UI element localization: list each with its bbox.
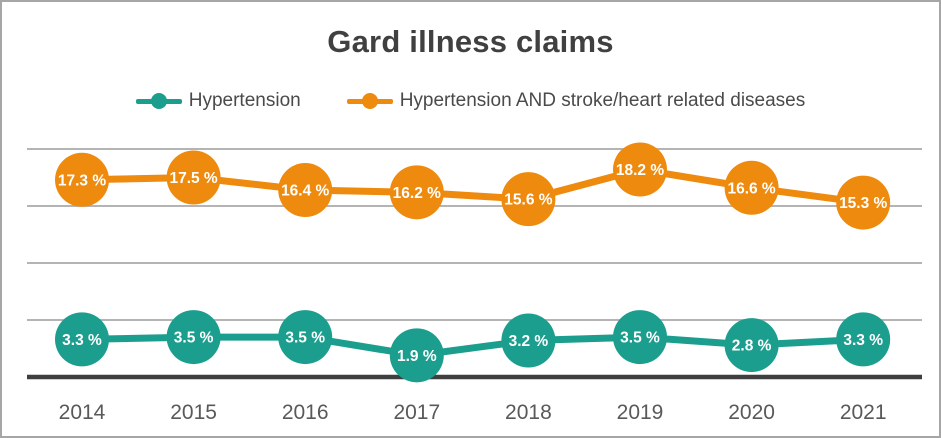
data-point-marker[interactable] bbox=[55, 152, 109, 207]
data-point-marker[interactable] bbox=[501, 313, 556, 368]
data-point-marker[interactable] bbox=[278, 310, 333, 365]
legend-label: Hypertension AND stroke/heart related di… bbox=[399, 90, 806, 111]
chart-legend: Hypertension Hypertension AND stroke/hea… bbox=[2, 90, 939, 112]
x-axis-label: 2014 bbox=[59, 401, 106, 424]
legend-item-hypertension[interactable]: Hypertension bbox=[135, 90, 301, 112]
x-axis-label: 2015 bbox=[170, 401, 217, 424]
data-point-marker[interactable] bbox=[166, 310, 221, 365]
data-point-marker[interactable] bbox=[836, 175, 891, 230]
circle-marker-icon bbox=[361, 93, 378, 109]
data-point-marker[interactable] bbox=[389, 328, 444, 383]
data-point-marker[interactable] bbox=[724, 318, 779, 373]
data-point-label: 18.2 % bbox=[616, 162, 664, 179]
data-point-marker[interactable] bbox=[55, 312, 109, 367]
x-axis-label: 2019 bbox=[617, 401, 664, 424]
data-point-marker[interactable] bbox=[501, 172, 556, 227]
x-axis-label: 2021 bbox=[840, 401, 887, 424]
data-point-label: 1.9 % bbox=[397, 348, 437, 365]
data-point-label: 3.5 % bbox=[620, 330, 660, 347]
data-point-label: 15.6 % bbox=[504, 192, 552, 209]
data-point-label: 2.8 % bbox=[732, 338, 772, 355]
data-point-marker[interactable] bbox=[836, 312, 891, 367]
data-point-label: 16.4 % bbox=[281, 183, 329, 200]
data-point-label: 3.5 % bbox=[174, 330, 214, 347]
data-point-label: 3.3 % bbox=[843, 332, 883, 349]
legend-label: Hypertension bbox=[188, 90, 301, 111]
data-point-marker[interactable] bbox=[166, 150, 221, 205]
data-point-label: 3.2 % bbox=[509, 333, 549, 350]
x-axis-label: 2018 bbox=[505, 401, 552, 424]
line-marker-icon bbox=[346, 93, 393, 109]
line-marker-icon bbox=[135, 93, 182, 109]
legend-item-hypertension-stroke[interactable]: Hypertension AND stroke/heart related di… bbox=[346, 90, 806, 112]
data-point-marker[interactable] bbox=[724, 160, 779, 215]
data-point-label: 17.3 % bbox=[58, 172, 106, 189]
x-axis-label: 2017 bbox=[393, 401, 440, 424]
x-axis-label: 2016 bbox=[282, 401, 329, 424]
x-axis-label: 2020 bbox=[728, 401, 775, 424]
data-point-label: 3.3 % bbox=[62, 332, 102, 349]
data-point-label: 15.3 % bbox=[839, 195, 887, 212]
circle-marker-icon bbox=[150, 93, 167, 109]
data-point-label: 16.2 % bbox=[393, 185, 441, 202]
data-point-marker[interactable] bbox=[389, 165, 444, 220]
data-point-label: 17.5 % bbox=[169, 170, 217, 187]
data-point-marker[interactable] bbox=[278, 163, 333, 218]
data-point-marker[interactable] bbox=[613, 142, 667, 197]
data-point-marker[interactable] bbox=[613, 310, 667, 365]
data-point-label: 3.5 % bbox=[285, 330, 325, 347]
data-point-label: 16.6 % bbox=[727, 180, 775, 197]
chart-title: Gard illness claims bbox=[327, 24, 614, 59]
